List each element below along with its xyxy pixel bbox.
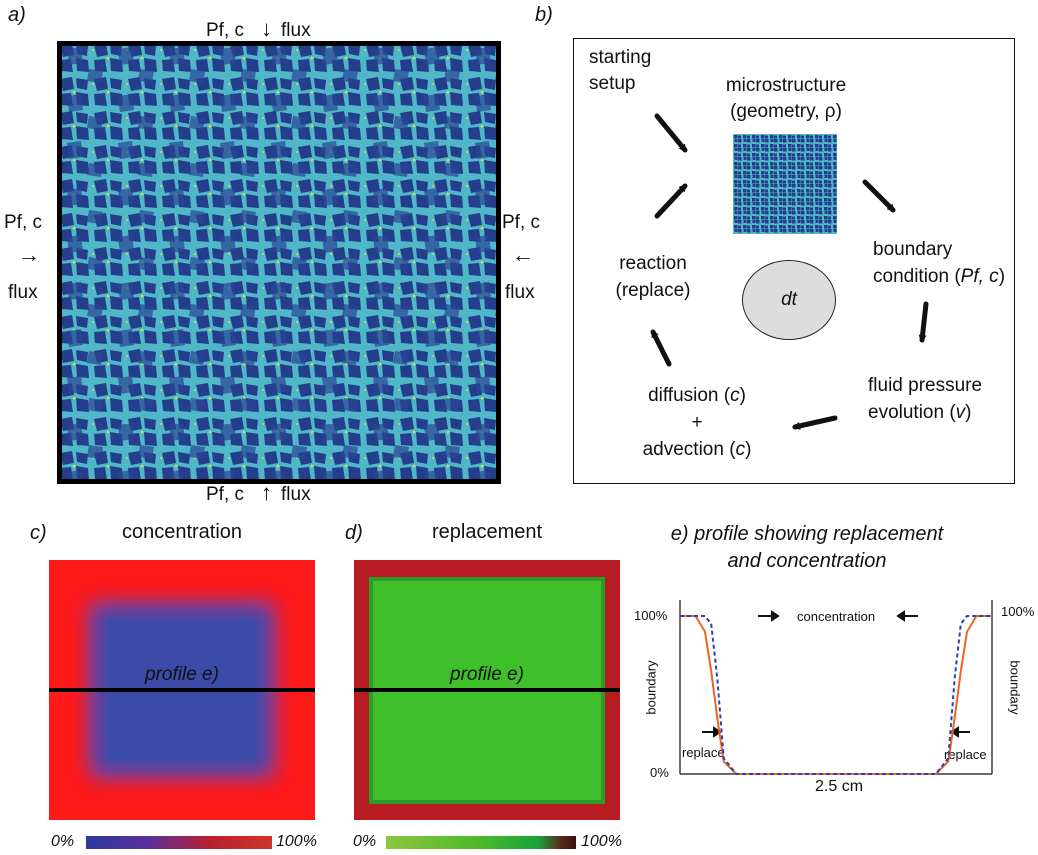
evolution-suffix: ) — [965, 402, 972, 423]
advection-suffix: ) — [745, 439, 752, 460]
geometry-line: (geometry, ρ) — [730, 101, 842, 122]
diffusion-advection-label: diffusion (c) + advection (c) — [622, 382, 772, 463]
arrow-to-boundary-icon — [862, 179, 896, 213]
dt-label: dt — [781, 289, 797, 310]
left-flux-label: flux — [8, 282, 38, 303]
replace-line: (replace) — [615, 280, 691, 301]
profile-chart — [679, 600, 993, 775]
right-replace-label: replace — [944, 747, 987, 762]
top-flux-arrow-icon: ↓ — [261, 16, 272, 41]
condition-prefix: condition ( — [873, 266, 961, 287]
condition-line: condition (Pf, c) — [873, 263, 1005, 290]
reaction-label: reaction (replace) — [598, 250, 708, 304]
starting-setup-label: starting setup — [589, 45, 651, 97]
profile-y-bottom-label: 0% — [650, 765, 669, 780]
boundary-line: boundary — [873, 239, 953, 260]
fluid-pressure-label: fluid pressure evolution (v) — [868, 372, 982, 426]
plus-line: + — [691, 412, 703, 433]
replacement-scale-min: 0% — [353, 833, 377, 850]
advection-var: c — [735, 439, 746, 460]
right-pf-label: Pf, c — [502, 212, 541, 233]
evolution-line: evolution (v) — [868, 399, 982, 426]
microstructure-line: microstructure — [725, 75, 847, 96]
concentration-colorbar — [86, 836, 272, 849]
cycle-arrows — [650, 113, 929, 430]
profile-title-line2: and concentration — [727, 550, 887, 572]
concentration-arrow-label: concentration — [797, 609, 876, 624]
right-boundary-label: boundary — [1007, 660, 1023, 715]
concentration-scale-max: 100% — [276, 833, 317, 850]
right-flux-label: flux — [505, 282, 535, 303]
replacement-profile-label: profile e) — [450, 664, 524, 685]
boundary-condition-label: boundary condition (Pf, c) — [873, 236, 1005, 290]
left-boundary-label: boundary — [643, 660, 659, 715]
left-pf-label: Pf, c — [4, 212, 43, 233]
arrow-to-microstructure-icon — [654, 183, 688, 219]
panel-d-letter: d) — [345, 522, 363, 544]
bottom-pf-label: Pf, c — [206, 484, 245, 505]
top-flux-label: flux — [281, 20, 311, 41]
profile-x-label: 2.5 cm — [815, 778, 864, 795]
condition-suffix: ) — [998, 266, 1006, 287]
microstructure-label: microstructure (geometry, ρ) — [706, 73, 866, 125]
replacement-scale-max: 100% — [581, 833, 622, 850]
evolution-var: v — [955, 402, 966, 423]
bottom-flux-arrow-icon: ↑ — [261, 480, 272, 505]
concentration-scale-min: 0% — [51, 833, 75, 850]
profile-right-top-label: 100% — [1001, 604, 1035, 619]
left-flux-arrow-icon: → — [18, 242, 40, 267]
panel-e-letter: e) — [670, 523, 689, 545]
microstructure-grid — [57, 41, 501, 484]
concentration-map — [49, 560, 315, 820]
diffusion-var: c — [730, 385, 740, 406]
replacement-title: replacement — [431, 521, 543, 543]
profile-title-text1: profile showing replacement — [694, 523, 944, 545]
concentration-profile-label: profile e) — [145, 664, 219, 685]
left-replace-label: replace — [682, 745, 725, 760]
reaction-line: reaction — [619, 253, 687, 274]
diffusion-suffix: ) — [739, 385, 746, 406]
profile-series-concentration — [680, 615, 992, 775]
replacement-map — [354, 560, 620, 820]
bottom-flux-label: flux — [281, 484, 311, 505]
starting-line: starting — [589, 47, 652, 68]
top-pf-label: Pf, c — [206, 20, 245, 41]
diffusion-prefix: diffusion ( — [648, 385, 731, 406]
replacement-colorbar — [386, 836, 576, 849]
advection-prefix: advection ( — [642, 439, 736, 460]
advection-line: advection (c) — [622, 436, 772, 463]
panel-c-letter: c) — [30, 522, 47, 544]
fluid-line: fluid pressure — [868, 375, 983, 396]
cycle-box — [573, 38, 1015, 484]
right-flux-arrow-icon: ← — [512, 242, 534, 267]
microstructure-thumbnail — [733, 134, 837, 234]
dt-circle: dt — [742, 260, 836, 340]
diffusion-line: diffusion (c) — [622, 382, 772, 409]
profile-title: e) profile showing replacement and conce… — [642, 521, 972, 575]
arrow-to-reaction-icon — [650, 329, 672, 367]
panel-b-letter: b) — [535, 4, 553, 26]
condition-var: Pf, c — [960, 266, 999, 287]
arrow-to-diffusion-icon — [792, 415, 838, 430]
profile-series-replace — [680, 615, 992, 775]
profile-y-top-label: 100% — [634, 608, 668, 623]
profile-title-line1: e) profile showing replacement — [642, 521, 972, 548]
setup-line: setup — [589, 73, 636, 94]
concentration-title: concentration — [121, 521, 243, 543]
panel-a-letter: a) — [8, 4, 26, 26]
start-arrow-icon — [654, 113, 688, 153]
arrow-to-fluid-icon — [918, 301, 929, 343]
evolution-prefix: evolution ( — [868, 402, 956, 423]
